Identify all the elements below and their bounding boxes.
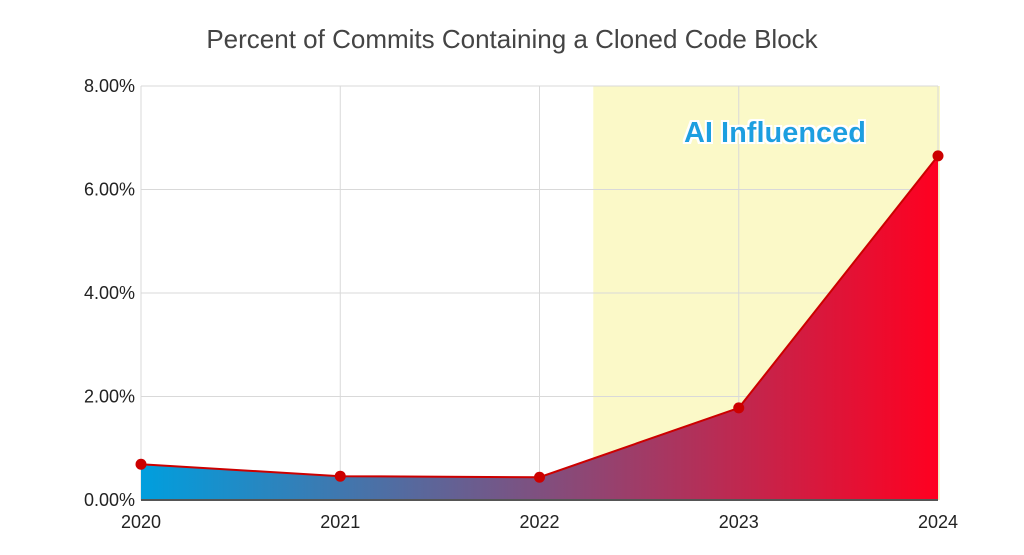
data-point — [534, 471, 545, 483]
x-tick-label: 2023 — [719, 512, 759, 532]
y-tick-label: 6.00% — [84, 180, 135, 200]
y-tick-label: 2.00% — [84, 387, 135, 407]
data-point — [334, 470, 346, 482]
data-point — [733, 402, 745, 414]
y-tick-label: 8.00% — [84, 76, 135, 96]
data-point — [135, 458, 147, 470]
data-point — [932, 150, 944, 162]
x-tick-label: 2024 — [918, 512, 958, 532]
x-tick-label: 2020 — [121, 512, 161, 532]
y-tick-label: 0.00% — [84, 490, 135, 510]
chart-title: Percent of Commits Containing a Cloned C… — [206, 24, 818, 54]
area-fill — [141, 155, 938, 501]
x-tick-label: 2022 — [519, 512, 559, 532]
x-tick-label: 2021 — [320, 512, 360, 532]
y-tick-label: 4.00% — [84, 283, 135, 303]
annotation-label: AI Influenced — [684, 117, 866, 149]
